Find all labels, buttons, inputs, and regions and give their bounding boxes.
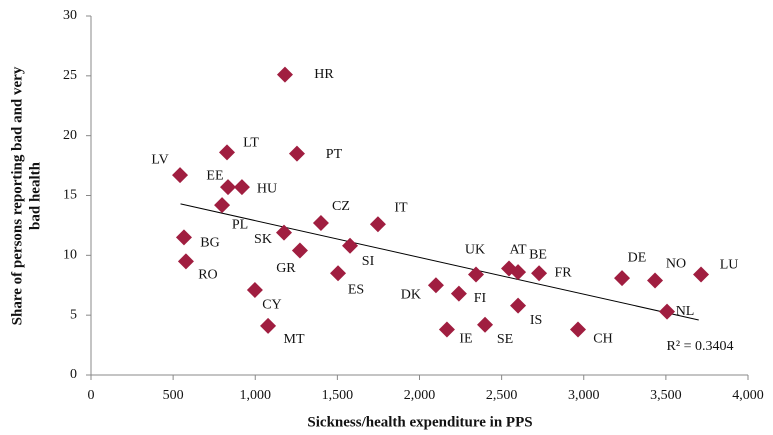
point-label: AT xyxy=(509,243,527,258)
point xyxy=(260,317,277,334)
x-tick-label: 3,500 xyxy=(650,388,682,403)
point-label: BG xyxy=(200,236,219,251)
y-axis-label: bad health xyxy=(27,161,43,230)
y-tick-label: 20 xyxy=(63,128,77,143)
point xyxy=(288,145,305,162)
x-tick-label: 4,000 xyxy=(732,388,764,403)
point xyxy=(172,167,189,184)
point xyxy=(214,197,231,214)
point-label: HR xyxy=(314,67,334,82)
point-label: DE xyxy=(628,250,647,265)
point-label: PT xyxy=(326,147,343,162)
point-label: LU xyxy=(720,258,739,273)
point-label: LT xyxy=(243,136,259,151)
point xyxy=(175,229,192,246)
trendline xyxy=(180,203,699,321)
point xyxy=(647,272,664,289)
point-label: GR xyxy=(276,261,296,276)
point-label: PL xyxy=(232,217,248,232)
point-label: IE xyxy=(459,332,472,347)
x-axis-label: Sickness/health expenditure in PPS xyxy=(307,414,532,430)
point-label: FR xyxy=(555,266,573,281)
x-tick-label: 2,000 xyxy=(404,388,436,403)
point-label: NL xyxy=(676,304,695,319)
point xyxy=(219,179,236,196)
point xyxy=(276,66,293,83)
point xyxy=(693,266,710,283)
point xyxy=(450,285,467,302)
y-tick-label: 30 xyxy=(63,8,77,23)
x-tick-label: 500 xyxy=(163,388,184,403)
point xyxy=(614,270,631,287)
point-label: HU xyxy=(257,181,277,196)
point xyxy=(218,144,235,161)
point-label: RO xyxy=(198,268,217,283)
point xyxy=(477,316,494,333)
point xyxy=(177,253,194,270)
point xyxy=(510,297,527,314)
y-tick-label: 10 xyxy=(63,248,77,263)
point xyxy=(312,215,329,232)
point-label: ES xyxy=(348,283,364,298)
y-tick-label: 5 xyxy=(70,307,77,322)
point xyxy=(531,265,548,282)
point xyxy=(510,264,527,281)
point xyxy=(570,321,587,338)
point xyxy=(330,265,347,282)
point-label: SE xyxy=(497,332,513,347)
point-label: MT xyxy=(284,332,305,347)
point-label: CY xyxy=(262,297,281,312)
point-label: NO xyxy=(666,257,686,272)
r-squared: R² = 0.3404 xyxy=(667,339,734,354)
point xyxy=(291,242,308,259)
point xyxy=(246,282,263,299)
point xyxy=(438,321,455,338)
x-tick-label: 1,000 xyxy=(240,388,272,403)
point-label: DK xyxy=(401,287,421,302)
point xyxy=(342,237,359,254)
point xyxy=(275,224,292,241)
y-tick-label: 15 xyxy=(63,188,77,203)
point-label: IT xyxy=(394,200,408,215)
point-label: LV xyxy=(151,152,168,167)
point-label: CZ xyxy=(332,199,350,214)
x-tick-label: 3,000 xyxy=(568,388,600,403)
x-tick-label: 2,500 xyxy=(486,388,518,403)
point xyxy=(427,277,444,294)
y-tick-label: 25 xyxy=(63,68,77,83)
y-tick-label: 0 xyxy=(70,367,77,382)
point-label: BE xyxy=(529,247,547,262)
y-axis-label: Share of persons reporting bad and very xyxy=(9,66,25,325)
point-label: SK xyxy=(254,232,272,247)
point xyxy=(659,303,676,320)
point-label: EE xyxy=(206,168,223,183)
point xyxy=(468,266,485,283)
point-label: SI xyxy=(362,254,375,269)
point-label: CH xyxy=(593,332,612,347)
point xyxy=(233,179,250,196)
point xyxy=(369,216,386,233)
point-label: FI xyxy=(474,291,487,306)
point-label: IS xyxy=(530,313,542,328)
point-label: UK xyxy=(465,243,485,258)
x-tick-label: 0 xyxy=(88,388,95,403)
x-tick-label: 1,500 xyxy=(322,388,354,403)
